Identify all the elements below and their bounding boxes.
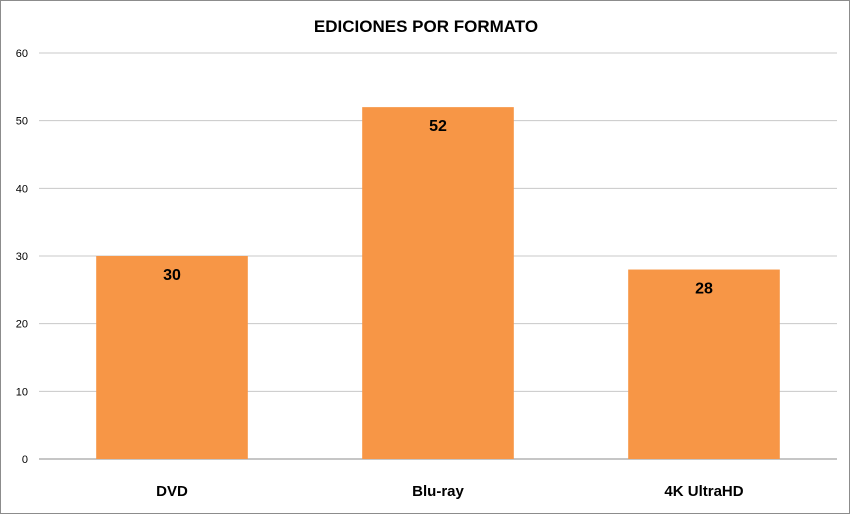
x-axis-categories: DVD Blu-ray 4K UltraHD (156, 483, 744, 500)
y-tick-label: 40 (16, 183, 28, 195)
y-tick-label: 60 (16, 48, 28, 60)
x-category-label: 4K UltraHD (664, 483, 743, 500)
y-tick-label: 20 (16, 319, 28, 331)
data-label: 30 (163, 267, 181, 284)
y-axis-ticks: 0 10 20 30 40 50 60 (16, 48, 28, 466)
data-label: 28 (695, 281, 713, 298)
data-labels: 30 52 28 (163, 118, 713, 297)
chart-title: EDICIONES POR FORMATO (314, 17, 538, 36)
x-category-label: DVD (156, 483, 188, 500)
bar-dvd (96, 256, 248, 459)
y-tick-label: 30 (16, 251, 28, 263)
y-tick-label: 0 (22, 454, 28, 466)
data-label: 52 (429, 118, 447, 135)
y-tick-label: 50 (16, 116, 28, 128)
bar-4k-ultrahd (628, 269, 780, 459)
x-category-label: Blu-ray (412, 483, 464, 500)
y-tick-label: 10 (16, 386, 28, 398)
bar-blu-ray (362, 107, 514, 459)
bars (96, 107, 780, 459)
